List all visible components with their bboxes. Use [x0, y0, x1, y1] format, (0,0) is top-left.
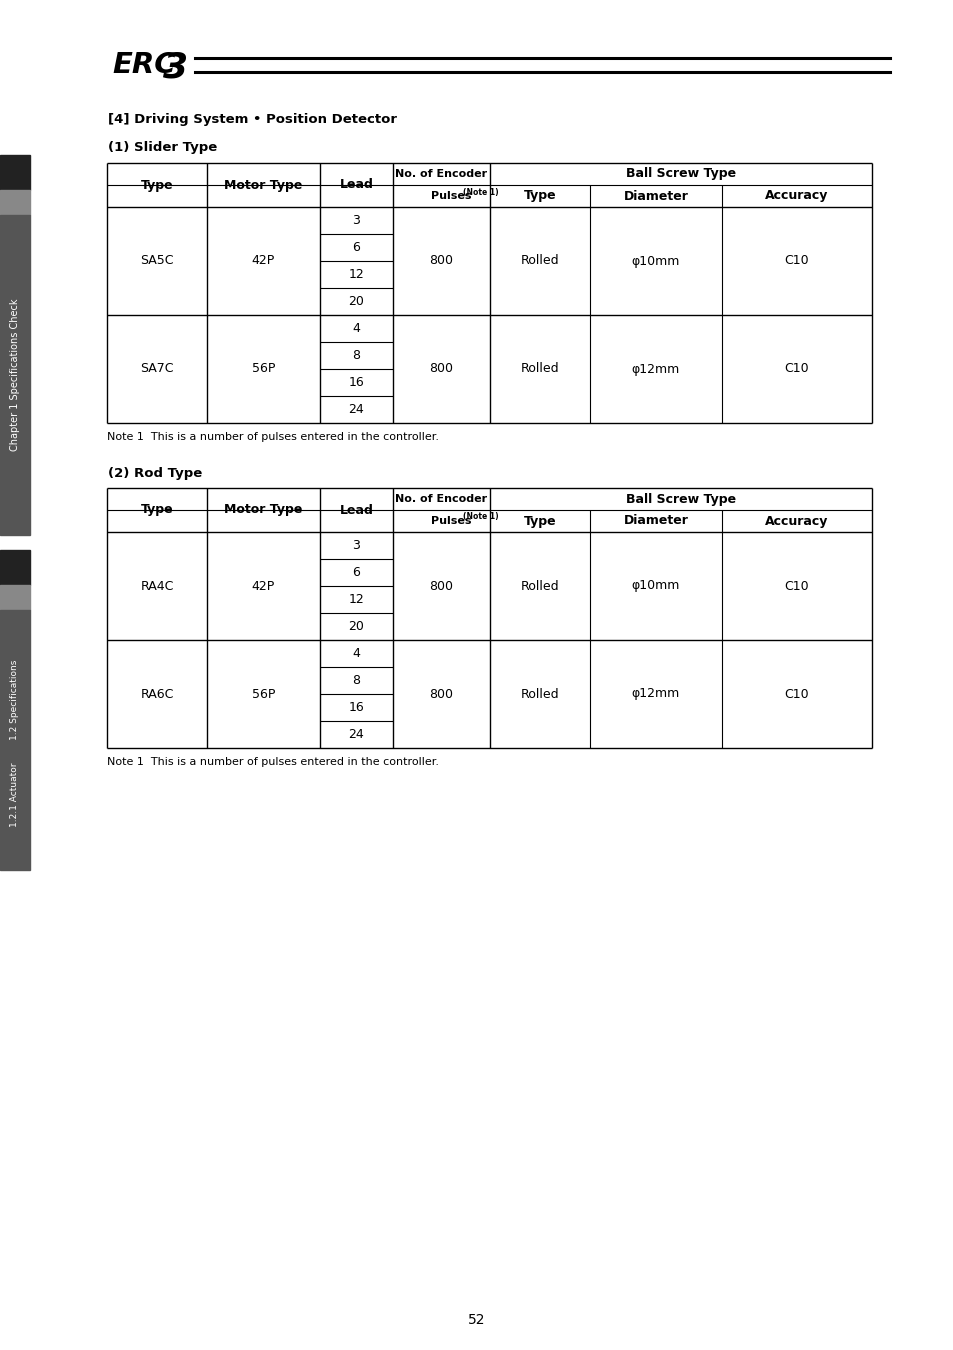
Text: 12: 12 [348, 593, 364, 606]
Text: SA5C: SA5C [140, 255, 173, 267]
Text: C10: C10 [784, 687, 808, 701]
Text: C10: C10 [784, 363, 808, 375]
Bar [0, 155, 30, 190]
Bar [0, 215, 30, 535]
Text: Lead: Lead [339, 504, 373, 517]
Text: φ10mm: φ10mm [631, 579, 679, 593]
Text: 3: 3 [353, 539, 360, 552]
Text: 3: 3 [353, 215, 360, 227]
Text: (Note 1): (Note 1) [463, 188, 498, 197]
Text: C10: C10 [784, 255, 808, 267]
Text: 800: 800 [429, 363, 453, 375]
Bar [0, 610, 30, 869]
Text: Chapter 1 Specifications Check: Chapter 1 Specifications Check [10, 298, 20, 451]
Text: 56P: 56P [252, 363, 274, 375]
Text: Type: Type [523, 514, 556, 528]
Text: (2) Rod Type: (2) Rod Type [108, 467, 202, 479]
Text: Lead: Lead [339, 178, 373, 192]
Text: Pulses: Pulses [431, 190, 472, 201]
Text: 16: 16 [348, 701, 364, 714]
Text: 12: 12 [348, 269, 364, 281]
Text: φ10mm: φ10mm [631, 255, 679, 267]
Text: 6: 6 [353, 566, 360, 579]
Text: 1.2 Specifications: 1.2 Specifications [10, 660, 19, 740]
Text: Pulses: Pulses [431, 516, 472, 526]
Text: 8: 8 [352, 350, 360, 362]
Text: Motor Type: Motor Type [224, 504, 302, 517]
Text: Type: Type [140, 178, 173, 192]
Text: [4] Driving System • Position Detector: [4] Driving System • Position Detector [108, 113, 396, 127]
Text: RA4C: RA4C [140, 579, 173, 593]
Bar [0, 549, 30, 585]
Text: 16: 16 [348, 377, 364, 389]
Text: 3: 3 [163, 51, 188, 85]
Text: 800: 800 [429, 687, 453, 701]
Text: Rolled: Rolled [520, 255, 558, 267]
Text: Accuracy: Accuracy [764, 514, 828, 528]
Text: Type: Type [523, 189, 556, 202]
Text: 1.2.1 Actuator: 1.2.1 Actuator [10, 763, 19, 828]
Text: 20: 20 [348, 620, 364, 633]
Text: Ball Screw Type: Ball Screw Type [625, 167, 736, 181]
Text: Type: Type [140, 504, 173, 517]
Text: 20: 20 [348, 296, 364, 308]
Text: No. of Encoder: No. of Encoder [395, 169, 487, 180]
Text: Accuracy: Accuracy [764, 189, 828, 202]
Text: Note 1  This is a number of pulses entered in the controller.: Note 1 This is a number of pulses entere… [107, 432, 438, 441]
Bar [0, 585, 30, 610]
Text: RA6C: RA6C [140, 687, 173, 701]
Text: 24: 24 [348, 728, 364, 741]
Text: Motor Type: Motor Type [224, 178, 302, 192]
Text: 6: 6 [353, 242, 360, 254]
Bar [0, 190, 30, 215]
Text: 800: 800 [429, 579, 453, 593]
Text: (1) Slider Type: (1) Slider Type [108, 142, 217, 154]
Text: Ball Screw Type: Ball Screw Type [625, 493, 736, 505]
Text: φ12mm: φ12mm [631, 363, 679, 375]
Text: 800: 800 [429, 255, 453, 267]
Text: φ12mm: φ12mm [631, 687, 679, 701]
Text: 42P: 42P [252, 579, 274, 593]
Text: 8: 8 [352, 674, 360, 687]
Text: C10: C10 [784, 579, 808, 593]
Text: Diameter: Diameter [623, 189, 688, 202]
Text: Rolled: Rolled [520, 363, 558, 375]
Text: 4: 4 [353, 323, 360, 335]
Text: Diameter: Diameter [623, 514, 688, 528]
Text: 52: 52 [468, 1314, 485, 1327]
Text: Note 1  This is a number of pulses entered in the controller.: Note 1 This is a number of pulses entere… [107, 757, 438, 767]
Text: ERC: ERC [112, 51, 175, 80]
Text: 42P: 42P [252, 255, 274, 267]
Text: No. of Encoder: No. of Encoder [395, 494, 487, 504]
Text: 56P: 56P [252, 687, 274, 701]
Text: 24: 24 [348, 404, 364, 416]
Text: (Note 1): (Note 1) [463, 513, 498, 521]
Text: SA7C: SA7C [140, 363, 173, 375]
Text: 4: 4 [353, 647, 360, 660]
Text: Rolled: Rolled [520, 579, 558, 593]
Text: Rolled: Rolled [520, 687, 558, 701]
